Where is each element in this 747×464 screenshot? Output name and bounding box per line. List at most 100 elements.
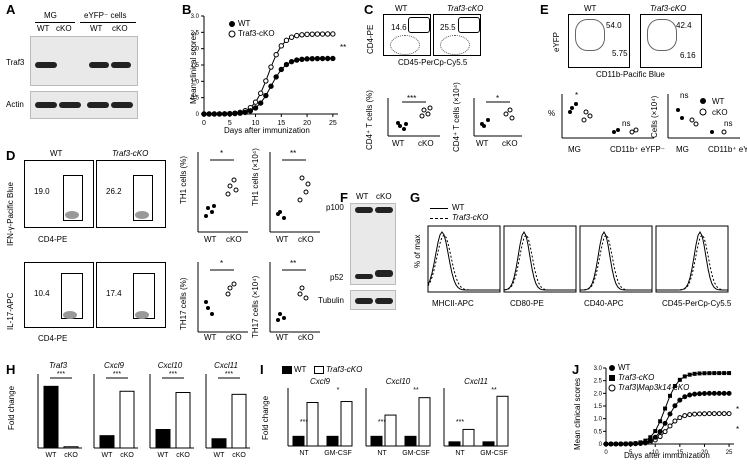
bar: [292, 435, 305, 447]
data-point: [726, 390, 732, 396]
bar-category: WT: [214, 452, 226, 459]
data-point: [662, 429, 668, 435]
data-point: [273, 74, 279, 80]
tick-label: 1.5: [191, 63, 200, 69]
data-point: [663, 406, 668, 411]
flow-plot-e-wt: [568, 14, 630, 68]
row-p52: p52: [330, 273, 344, 282]
xcat-d2-wt: WT: [276, 235, 289, 244]
sig-e2-mg: ns: [680, 91, 689, 100]
clinical-score-chart-j: 0 5 10 15 20 25 0 0.5 1.0 1.5 2.0 2.5 3.0: [594, 365, 734, 456]
bar: [306, 402, 319, 447]
data-point: [278, 43, 285, 49]
ylabel-e1: %: [548, 109, 556, 118]
header-wt-c: WT: [395, 4, 408, 13]
group-mg: MG: [44, 11, 57, 20]
clinical-score-chart-b: 0 5 10 15 20 25 0 0.5 1.0 1.5 2.0 2.5 3.0: [191, 14, 338, 127]
dotplot-d-th1-num: [269, 152, 320, 233]
sig-d-4: **: [290, 259, 297, 268]
bar-category: cKO: [176, 452, 190, 459]
xcat-d1-wt: WT: [204, 235, 217, 244]
panel-label-b: B: [182, 2, 192, 17]
data-point: [662, 420, 668, 426]
bar-category: NT: [377, 450, 387, 457]
bar-category: NT: [299, 450, 309, 457]
legend-wt-g: WT: [452, 203, 465, 212]
bar: [119, 390, 135, 449]
data-point: [299, 56, 305, 62]
panel-label-f: F: [340, 190, 348, 205]
data-point: [692, 411, 698, 417]
data-point: [677, 415, 683, 421]
legend-wt-j: WT: [618, 363, 631, 372]
data-point: [702, 371, 707, 376]
value-d-wt-il17: 10.4: [34, 289, 50, 298]
bar-category: WT: [158, 452, 170, 459]
data-point: [314, 31, 321, 37]
histograms-g: [427, 225, 729, 293]
ylabel-c2: CD4⁺ T cells (×10⁴): [452, 82, 461, 152]
data-point: [658, 419, 663, 424]
bar-category: cKO: [120, 452, 134, 459]
data-point: [633, 441, 638, 446]
ylabel-h: Fold change: [7, 385, 16, 430]
dotplot-c1: [387, 98, 440, 137]
data-point: [687, 412, 693, 418]
data-point: [667, 411, 673, 417]
tick-label: 20: [701, 450, 708, 456]
bar: [99, 435, 115, 449]
data-point: [613, 441, 618, 446]
significance: ***: [378, 419, 386, 426]
sig-e1-cd11b: ns: [622, 119, 631, 128]
panel-label-e: E: [540, 2, 549, 17]
flow-plot-e-cko: [640, 14, 702, 68]
bar: [155, 429, 171, 449]
data-point: [330, 55, 336, 62]
tick-label: 0.5: [594, 429, 603, 435]
sig-b: **: [340, 43, 347, 52]
data-point: [252, 105, 259, 111]
data-point: [268, 83, 274, 89]
data-point: [268, 64, 274, 70]
data-point: [697, 371, 702, 376]
data-point: [706, 411, 712, 417]
sig-d-1: *: [220, 149, 224, 158]
sig-c1: ***: [407, 94, 417, 103]
legend-cko-b: Traf3-cKO: [238, 29, 275, 38]
cat-e1-cd11b: CD11b⁺ eYFP⁻: [610, 145, 665, 154]
ylabel-d-th1-num: TH1 cells (×10⁴): [251, 148, 260, 206]
data-point: [237, 110, 243, 116]
xcat-c1-cko: cKO: [418, 139, 434, 148]
value-d-cko-ifn: 26.2: [106, 187, 122, 196]
data-point: [309, 31, 315, 37]
lane-1: WT: [37, 24, 50, 33]
data-point: [608, 441, 613, 446]
value-d-wt-ifn: 19.0: [34, 187, 50, 196]
data-point: [701, 391, 707, 397]
yaxis-d-top: IFN-γ-Pacific Blue: [6, 181, 15, 246]
data-point: [304, 31, 310, 38]
panel-label-d: D: [6, 148, 16, 163]
xlabel-g2: CD80-PE: [510, 299, 544, 308]
data-point: [304, 56, 310, 62]
tick-label: 5: [228, 120, 232, 127]
data-point: [648, 435, 653, 440]
header-wt-e: WT: [584, 4, 597, 13]
yaxis-d-bottom: IL-17-APC: [6, 292, 15, 330]
xcat-d2-cko: cKO: [298, 235, 314, 244]
data-point: [712, 371, 717, 376]
blot-tubulin: [350, 290, 396, 310]
data-point: [657, 434, 663, 440]
data-point: [697, 411, 703, 417]
cat-e2-mg: MG: [676, 145, 689, 154]
significance: ***: [169, 371, 177, 378]
wt-histogram: [427, 231, 500, 291]
ylabel-c1: CD4⁺ T cells (%): [365, 90, 374, 150]
lane-2: cKO: [56, 24, 72, 33]
data-point: [330, 31, 336, 37]
bar: [384, 414, 397, 447]
data-point: [722, 371, 727, 376]
sig-c2: *: [496, 94, 500, 103]
bar: [43, 385, 59, 449]
bar-category: GM-CSF: [324, 450, 352, 457]
